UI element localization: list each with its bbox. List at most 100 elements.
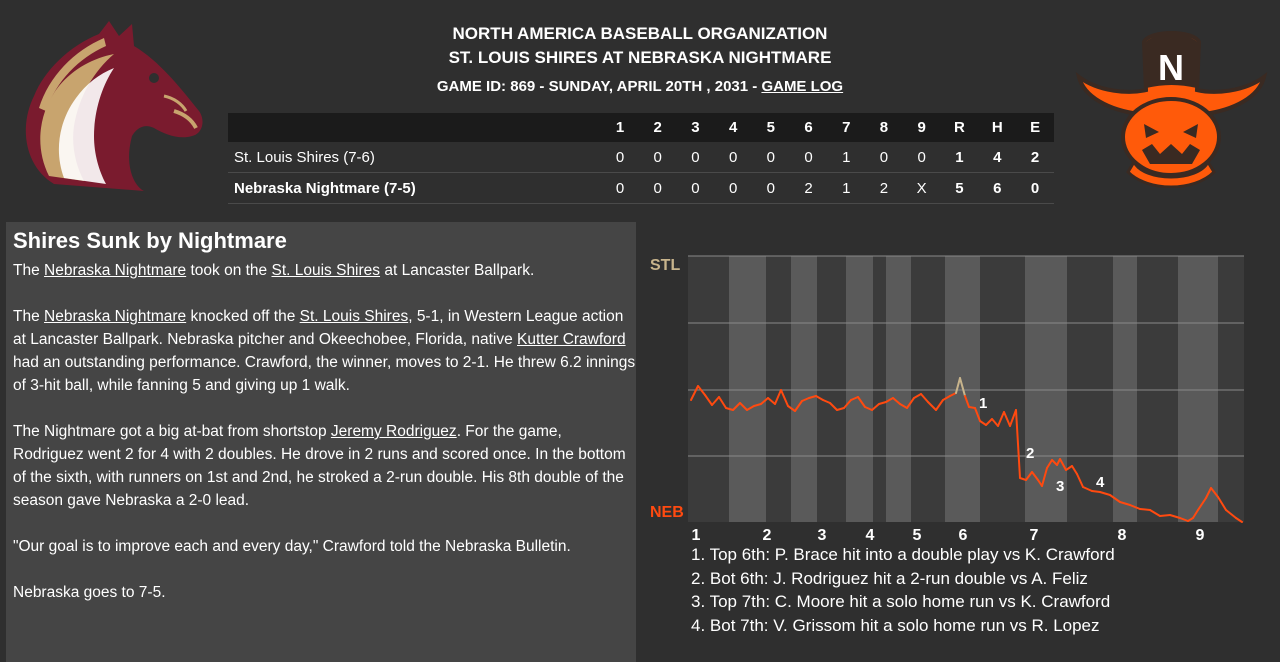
win-prob-segment	[1139, 508, 1151, 511]
win-prob-segment	[857, 396, 866, 408]
win-prob-segment	[935, 399, 944, 411]
win-prob-segment	[739, 402, 748, 411]
inning-score: 0	[865, 142, 903, 173]
win-prob-segment	[1076, 473, 1084, 488]
win-prob-segment	[704, 394, 713, 406]
team-link-nebraska[interactable]: Nebraska Nightmare	[44, 308, 187, 325]
win-prob-segment	[1009, 409, 1017, 427]
event-marker: 1	[979, 395, 987, 412]
hits-total: 6	[978, 172, 1017, 204]
win-prob-segment	[1025, 471, 1033, 481]
win-prob-segment	[1129, 504, 1141, 510]
inning-header: 6	[789, 113, 828, 142]
text: had an outstanding performance. Crawford…	[13, 354, 636, 394]
inning-score: 0	[676, 172, 715, 204]
inning-score: 0	[751, 172, 790, 204]
win-prob-segment	[949, 392, 957, 397]
game-info: GAME ID: 869 - SUNDAY, APRIL 20TH , 2031…	[436, 78, 762, 95]
inning-tick-label: 8	[1118, 527, 1127, 544]
inning-tick-label: 7	[1030, 527, 1039, 544]
game-log-link[interactable]: GAME LOG	[761, 78, 844, 95]
article-paragraph: "Our goal is to improve each and every d…	[13, 538, 571, 555]
game-header: NORTH AMERICA BASEBALL ORGANIZATION ST. …	[360, 22, 920, 70]
win-prob-segment	[899, 403, 908, 409]
line-score-table: 1 2 3 4 5 6 7 8 9 R H E St. Louis Shires…	[228, 113, 1054, 204]
win-prob-segment	[1169, 514, 1181, 519]
win-prob-segment	[1109, 494, 1121, 503]
win-prob-segment	[871, 403, 880, 411]
team-link-stlouis[interactable]: St. Louis Shires	[271, 262, 381, 279]
win-prob-segment	[1051, 459, 1058, 466]
inning-score: 0	[601, 172, 639, 204]
win-prob-segment	[885, 397, 894, 403]
win-prob-segment	[760, 397, 769, 405]
win-prob-segment	[780, 389, 789, 407]
inning-tick-label: 2	[763, 527, 772, 544]
win-prob-segment	[746, 405, 755, 411]
win-prob-segment	[997, 411, 1005, 427]
inning-score: 1	[827, 172, 866, 204]
win-prob-segment	[906, 397, 915, 409]
win-prob-segment	[1041, 467, 1048, 487]
win-prob-segment	[1065, 465, 1073, 471]
inning-stripe	[1025, 256, 1067, 522]
inning-stripe	[1113, 256, 1137, 522]
win-prob-segment	[974, 407, 981, 422]
inning-score: 0	[902, 142, 941, 173]
text: The	[13, 262, 45, 279]
player-link-crawford[interactable]: Kutter Crawford	[517, 331, 626, 348]
article-paragraph: The Nebraska Nightmare took on the St. L…	[13, 259, 636, 282]
inning-header: 5	[751, 113, 790, 142]
win-prob-segment	[1031, 471, 1039, 481]
inning-score: 0	[638, 142, 677, 173]
errors-total: 0	[1016, 172, 1054, 204]
win-prob-segment	[808, 395, 817, 399]
team-name: St. Louis Shires (7-6)	[228, 142, 602, 173]
win-probability-chart: STL NEB 1 2 3 4 1 2 3 4 5 6 7 8 9	[650, 255, 1244, 544]
inning-stripe	[729, 256, 766, 522]
inning-stripe	[1178, 256, 1218, 522]
article-paragraph: The Nebraska Nightmare knocked off the S…	[13, 305, 636, 397]
player-link-rodriguez[interactable]: Jeremy Rodriguez	[330, 423, 457, 440]
text: at Lancaster Ballpark.	[380, 262, 535, 279]
team-link-stlouis[interactable]: St. Louis Shires	[299, 308, 409, 325]
text: , 5-1, in Western League action at Lanca…	[13, 308, 624, 348]
inning-score: 0	[714, 142, 752, 173]
win-prob-segment	[991, 418, 999, 427]
inning-stripe	[886, 256, 911, 522]
matchup-title: ST. LOUIS SHIRES AT NEBRASKA NIGHTMARE	[448, 48, 832, 67]
inning-header: 8	[865, 113, 903, 142]
win-prob-segment	[955, 377, 961, 394]
win-prob-segment	[1046, 459, 1053, 469]
hits-header: H	[978, 113, 1017, 142]
text: The Nightmare got a big at-bat from shor…	[13, 423, 331, 440]
team-name: Nebraska Nightmare (7-5)	[228, 172, 602, 204]
win-prob-segment	[1192, 509, 1199, 519]
win-prob-segment	[1015, 409, 1021, 479]
win-prob-segment	[822, 399, 831, 404]
win-prob-segment	[985, 418, 993, 426]
line-score-row-home: Nebraska Nightmare (7-5) 0 0 0 0 0 2 1 2…	[228, 172, 1054, 204]
win-prob-segment	[1225, 509, 1237, 519]
pumpkin-outlaw-logo: N	[1075, 31, 1268, 188]
win-prob-segment	[1149, 509, 1161, 517]
inning-tick-label: 4	[866, 527, 875, 544]
win-prob-segment	[892, 397, 901, 405]
win-prob-segment	[774, 389, 782, 405]
runs-header: R	[940, 113, 979, 142]
event-marker: 3	[1056, 478, 1064, 495]
article-headline: Shires Sunk by Nightmare	[13, 228, 287, 253]
win-prob-segment	[1179, 517, 1189, 522]
chart-note: 4. Bot 7th: V. Grissom hit a solo home r…	[691, 615, 1100, 635]
team-link-nebraska[interactable]: Nebraska Nightmare	[44, 262, 187, 279]
inning-tick-label: 3	[818, 527, 827, 544]
inning-score: 1	[827, 142, 866, 173]
win-prob-segment	[753, 403, 762, 407]
inning-score: X	[902, 172, 941, 204]
inning-score: 0	[676, 142, 715, 173]
inning-header: 2	[638, 113, 677, 142]
win-prob-segment	[1210, 487, 1219, 498]
win-prob-segment	[697, 385, 706, 396]
win-prob-segment	[1091, 490, 1101, 493]
win-prob-segment	[732, 402, 741, 411]
